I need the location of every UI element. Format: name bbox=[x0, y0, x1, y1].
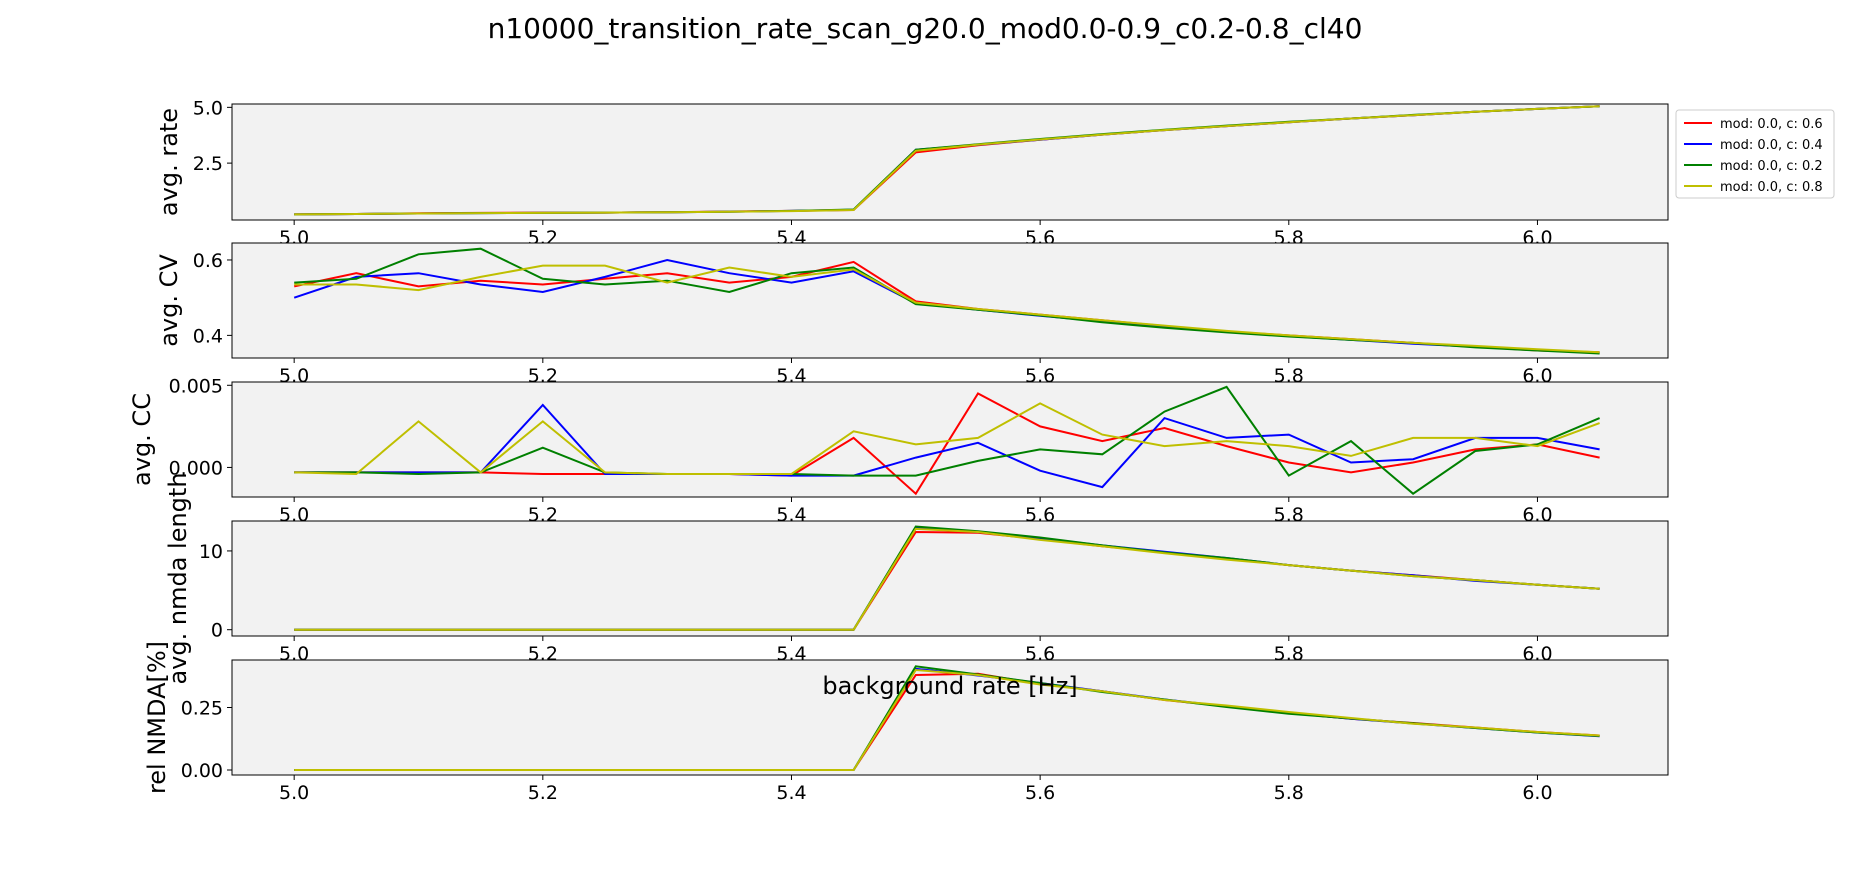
y-tick-label: 0.00 bbox=[181, 760, 223, 782]
legend-label: mod: 0.0, c: 0.2 bbox=[1720, 159, 1823, 174]
y-tick-label: 0.25 bbox=[181, 698, 223, 720]
y-tick-label: 10 bbox=[199, 541, 223, 563]
legend-label: mod: 0.0, c: 0.4 bbox=[1720, 138, 1823, 153]
y-tick-label: 0.6 bbox=[193, 250, 223, 272]
legend-label: mod: 0.0, c: 0.6 bbox=[1720, 117, 1823, 132]
x-tick-label: 5.8 bbox=[1274, 782, 1304, 804]
panel-5: 5.0 5.2 5.4 5.6 5.8 6.0 0.00 0.25 rel NMDA[%] bbox=[143, 641, 1669, 804]
series-line-3 bbox=[294, 385, 1600, 495]
series-line-4 bbox=[294, 402, 1600, 476]
plot-frame bbox=[231, 520, 1669, 637]
plot-background bbox=[232, 104, 1668, 220]
x-tick-label: 5.2 bbox=[528, 782, 558, 804]
y-axis-label: avg. rate bbox=[155, 108, 183, 216]
x-tick-label: 5.0 bbox=[279, 782, 309, 804]
plot-frame bbox=[231, 381, 1669, 498]
legend-box bbox=[1675, 109, 1835, 199]
plot-frame bbox=[231, 103, 1669, 221]
y-axis-label: rel NMDA[%] bbox=[143, 641, 171, 794]
series-line-4 bbox=[294, 264, 1600, 354]
plot-background bbox=[232, 660, 1668, 775]
plot-frame bbox=[231, 242, 1669, 359]
y-tick-label: 0.005 bbox=[169, 375, 223, 397]
y-axis-label: avg. CV bbox=[155, 254, 183, 347]
plot-background bbox=[232, 521, 1668, 636]
y-tick-label: 5.0 bbox=[193, 97, 223, 119]
series-line-4 bbox=[294, 105, 1600, 216]
y-axis-label: avg. CC bbox=[128, 393, 156, 486]
x-axis-label: background rate [Hz] bbox=[822, 672, 1077, 700]
plot-background bbox=[232, 243, 1668, 358]
y-axis-label: avg. nmda length bbox=[164, 472, 192, 684]
plot-frame bbox=[231, 659, 1669, 776]
y-tick-label: 0 bbox=[211, 620, 223, 642]
legend: mod: 0.0, c: 0.6 mod: 0.0, c: 0.4 mod: 0.0… bbox=[1675, 109, 1835, 199]
x-tick-label: 5.6 bbox=[1025, 782, 1055, 804]
x-tick-label: 5.4 bbox=[776, 782, 806, 804]
x-tick-label: 6.0 bbox=[1522, 782, 1552, 804]
legend-label: mod: 0.0, c: 0.8 bbox=[1720, 180, 1823, 195]
y-tick-label: 0.000 bbox=[169, 457, 223, 479]
figure-title: n10000_transition_rate_scan_g20.0_mod0.0… bbox=[487, 12, 1363, 45]
series-line-4 bbox=[294, 668, 1600, 771]
y-tick-label: 0.4 bbox=[193, 325, 223, 347]
series-line-4 bbox=[294, 527, 1600, 631]
series-line-2 bbox=[294, 403, 1600, 489]
y-tick-label: 2.5 bbox=[193, 153, 223, 175]
